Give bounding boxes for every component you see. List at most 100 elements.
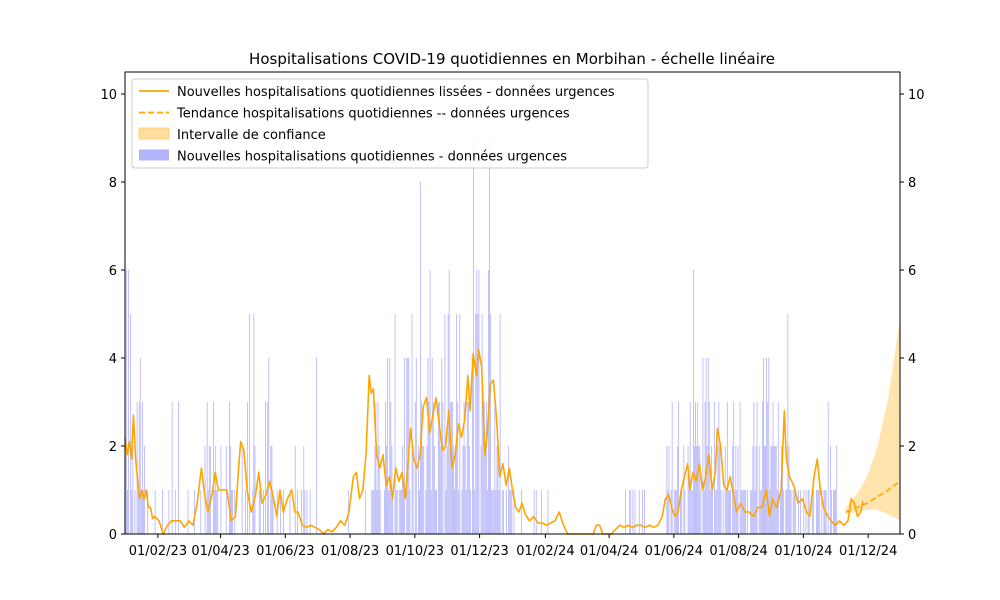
daily-bar	[774, 446, 776, 534]
daily-bar	[407, 358, 409, 534]
daily-bar	[761, 402, 763, 534]
daily-bar	[217, 490, 219, 534]
daily-bar	[490, 314, 492, 534]
daily-bar	[289, 490, 291, 534]
daily-bar	[790, 490, 792, 534]
daily-bar	[477, 314, 479, 534]
daily-bar	[389, 358, 391, 534]
daily-bar	[139, 358, 141, 534]
daily-bar	[789, 490, 791, 534]
daily-bar	[386, 446, 387, 534]
daily-bar	[698, 446, 700, 534]
daily-bar	[134, 490, 136, 534]
daily-bar	[464, 446, 466, 534]
x-tick-label: 01/10/23	[386, 544, 444, 559]
daily-bar	[767, 402, 769, 534]
daily-bar	[426, 446, 428, 534]
daily-bar	[687, 446, 689, 534]
daily-bar	[171, 402, 173, 534]
daily-bar	[306, 490, 308, 534]
daily-bar	[395, 490, 397, 534]
daily-bar	[392, 490, 394, 534]
daily-bar	[800, 490, 802, 534]
legend-swatch-bar	[139, 149, 169, 161]
daily-bar	[423, 446, 425, 534]
daily-bar	[144, 446, 145, 534]
daily-bar	[759, 490, 761, 534]
daily-bar	[376, 490, 378, 534]
daily-bar	[491, 490, 493, 534]
y-tick-label-left: 6	[109, 264, 117, 279]
daily-bar	[204, 446, 206, 534]
daily-bar	[741, 490, 743, 534]
daily-bar	[691, 490, 693, 534]
daily-bar	[753, 402, 755, 534]
daily-bar	[794, 490, 796, 534]
daily-bar	[836, 446, 838, 534]
daily-bar	[483, 402, 485, 534]
y-tick-label-left: 4	[109, 352, 117, 367]
daily-bar	[259, 490, 261, 534]
daily-bar	[168, 490, 170, 534]
daily-bar	[716, 490, 718, 534]
daily-bar	[425, 490, 427, 534]
daily-bar	[768, 358, 770, 534]
daily-bar	[263, 490, 264, 534]
daily-bar	[415, 358, 417, 534]
daily-bar	[454, 490, 455, 534]
daily-bar	[265, 402, 266, 534]
daily-bar	[510, 490, 512, 534]
daily-bar	[674, 490, 676, 534]
daily-bar	[722, 490, 724, 534]
daily-bar	[684, 490, 686, 534]
daily-bar	[422, 446, 424, 534]
daily-bar	[459, 314, 461, 534]
x-tick-label: 01/06/24	[645, 544, 703, 559]
daily-bar	[147, 490, 149, 534]
daily-bar	[704, 402, 706, 534]
daily-bar	[216, 490, 218, 534]
daily-bar	[673, 490, 675, 534]
daily-bar	[232, 490, 234, 534]
daily-bar	[834, 490, 835, 534]
daily-bar	[309, 490, 311, 534]
daily-bar	[733, 402, 735, 534]
y-tick-label-left: 8	[109, 176, 117, 191]
daily-bar	[763, 358, 764, 534]
daily-bar	[775, 446, 777, 534]
daily-bar	[758, 446, 760, 534]
daily-bar	[375, 402, 377, 534]
y-tick-label-right: 10	[908, 88, 925, 103]
daily-bar	[465, 490, 467, 534]
daily-bar	[247, 402, 248, 534]
daily-bar	[440, 446, 442, 534]
daily-bar	[770, 446, 772, 534]
x-tick-label: 01/12/23	[450, 544, 508, 559]
plot-area	[124, 138, 901, 535]
daily-bar	[508, 446, 510, 534]
plot-frame	[124, 71, 901, 535]
daily-bar	[200, 490, 202, 534]
y-tick-label-right: 2	[908, 440, 916, 455]
daily-bar	[466, 402, 468, 534]
daily-bar	[502, 490, 504, 534]
daily-bar	[726, 402, 728, 534]
daily-bar	[783, 490, 785, 534]
daily-bar	[625, 490, 626, 534]
daily-bar	[453, 446, 454, 534]
daily-bar	[428, 402, 430, 534]
daily-bar	[715, 490, 717, 534]
x-tick-label: 01/02/24	[516, 544, 574, 559]
y-tick-label-left: 2	[109, 440, 117, 455]
daily-bar	[729, 490, 730, 534]
y-tick-label-right: 0	[908, 528, 916, 543]
daily-bar	[371, 490, 373, 534]
trend-line	[845, 480, 901, 513]
daily-bar	[252, 490, 254, 534]
daily-bar	[752, 446, 754, 534]
daily-bar	[280, 490, 281, 534]
daily-bar	[818, 490, 820, 534]
daily-bar	[418, 446, 419, 534]
daily-bar	[457, 402, 459, 534]
